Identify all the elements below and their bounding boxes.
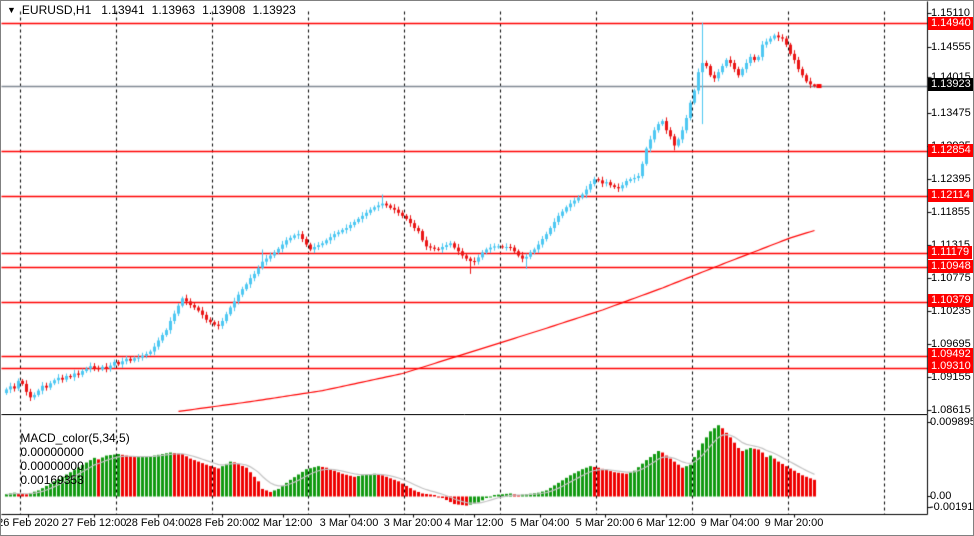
macd-indicator-name: MACD_color(5,34,5) — [20, 431, 130, 445]
price-axis-label: 1.08615 — [931, 404, 971, 416]
time-axis-label: 4 Mar 12:00 — [444, 517, 504, 529]
time-axis-label: 9 Mar 04:00 — [700, 517, 760, 529]
price-axis-label: 1.09155 — [931, 371, 971, 383]
time-axis-label: 3 Mar 04:00 — [319, 517, 379, 529]
current-price-badge: 1.13923 — [928, 78, 973, 91]
quote-line: ▼ EURUSD,H1 1.13941 1.13963 1.13908 1.13… — [7, 3, 303, 17]
time-axis[interactable]: 26 Feb 2020 27 Feb 12:00 28 Feb 04:00 28 Fe… — [1, 515, 927, 535]
time-axis-label: 9 Mar 20:00 — [764, 517, 824, 529]
price-axis-label: 1.14555 — [931, 41, 971, 53]
price-axis-label: 1.12395 — [931, 173, 971, 185]
time-axis-label: 28 Feb 04:00 — [125, 517, 191, 529]
time-axis-label: 5 Mar 20:00 — [575, 517, 635, 529]
time-axis-label: 2 Mar 12:00 — [253, 517, 313, 529]
time-axis-label: 3 Mar 20:00 — [383, 517, 443, 529]
macd-axis-label: -0.0019190 — [930, 501, 974, 513]
macd-value-2: 0.00000000 — [20, 459, 84, 473]
price-axis[interactable]: 1.151101.145551.140151.134751.129351.123… — [928, 1, 973, 514]
macd-axis-label: 0.0098952 — [930, 416, 973, 428]
price-chart-canvas[interactable] — [1, 1, 973, 414]
price-axis-label: 1.09695 — [931, 338, 971, 350]
price-level-badge: 1.10379 — [928, 294, 973, 307]
price-level-badge: 1.12114 — [928, 189, 973, 202]
price-axis-label: 1.11855 — [931, 206, 970, 218]
symbol-dropdown-icon[interactable]: ▼ — [7, 5, 16, 15]
time-axis-label: 26 Feb 2020 — [0, 517, 59, 529]
price-level-badge: 1.11179 — [928, 246, 973, 259]
macd-value-3: 0.00169353 — [20, 473, 84, 487]
quote-close: 1.13923 — [252, 3, 296, 17]
price-axis-label: 1.10235 — [931, 305, 971, 317]
price-level-badge: 1.14940 — [928, 17, 973, 30]
macd-value-1: 0.00000000 — [20, 445, 84, 459]
price-level-badge: 1.09492 — [928, 348, 973, 361]
quote-low: 1.13908 — [202, 3, 246, 17]
macd-axis-label: 0.00 — [930, 490, 952, 502]
price-axis-label: 1.13475 — [931, 107, 971, 119]
price-level-badge: 1.12854 — [928, 144, 973, 157]
time-axis-label: 27 Feb 12:00 — [61, 517, 127, 529]
quote-high: 1.13963 — [151, 3, 196, 17]
quote-open: 1.13941 — [101, 3, 145, 17]
symbol-period-label: EURUSD,H1 — [21, 3, 92, 17]
time-axis-label: 28 Feb 20:00 — [189, 517, 255, 529]
time-axis-label: 6 Mar 12:00 — [636, 517, 696, 529]
price-level-badge: 1.09310 — [928, 360, 973, 373]
price-level-badge: 1.10948 — [928, 260, 973, 273]
macd-indicator-label: MACD_color(5,34,5) 0.00000000 0.00000000… — [7, 417, 137, 501]
price-axis-label: 1.10775 — [931, 272, 971, 284]
macd-chart-canvas[interactable] — [1, 414, 973, 535]
time-axis-label: 5 Mar 04:00 — [510, 517, 570, 529]
price-axis-label: 1.15110 — [931, 7, 970, 19]
